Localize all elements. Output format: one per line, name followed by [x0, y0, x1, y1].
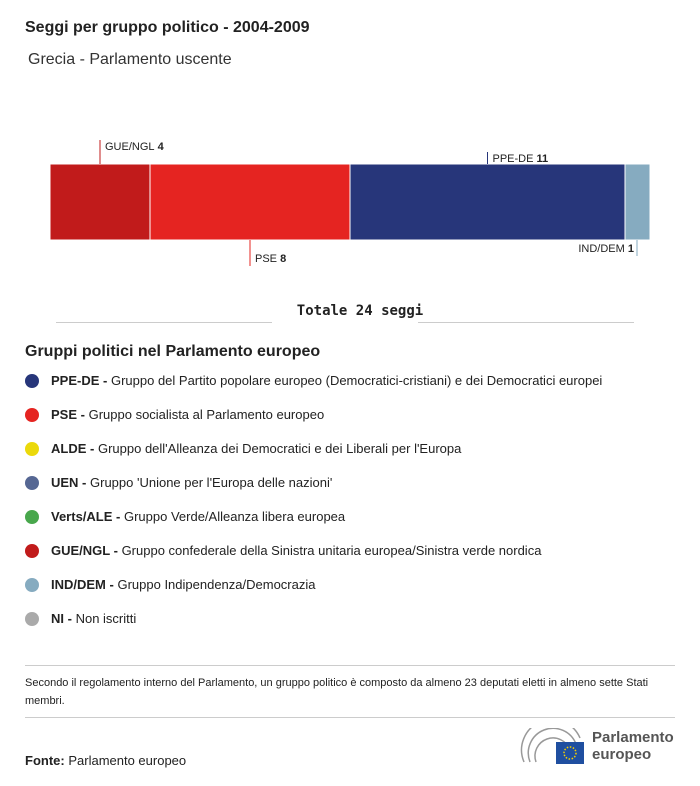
legend-item: PSE - Gruppo socialista al Parlamento eu… [25, 407, 324, 422]
bar-ind-dem [624, 163, 651, 241]
legend-item: IND/DEM - Gruppo Indipendenza/Democrazia [25, 577, 315, 592]
legend-dot-icon [25, 543, 39, 558]
source-label: Fonte: [25, 753, 65, 768]
bar-value: 11 [533, 153, 548, 165]
bar-pse [149, 163, 351, 241]
source: Fonte: Parlamento europeo [25, 753, 186, 768]
stacked-bar-chart: GUE/NGL 4 PSE 8 PPE-DE 11 IND/DEM 1 [49, 140, 651, 266]
bar-category: PSE [255, 253, 277, 265]
bar-label: GUE/NGL 4 [105, 141, 165, 153]
legend-desc: Gruppo dell'Alleanza dei Democratici e d… [97, 441, 462, 456]
bar-category: IND/DEM [578, 243, 624, 255]
bar-category: GUE/NGL [105, 141, 155, 153]
legend-dot-icon [25, 611, 39, 626]
bar-label: IND/DEM 1 [578, 243, 634, 255]
legend-title: Gruppi politici nel Parlamento europeo [25, 343, 321, 360]
legend-item: GUE/NGL - Gruppo confederale della Sinis… [25, 543, 541, 558]
legend-dot-icon [25, 577, 39, 592]
legend-abbr: UEN - [51, 475, 87, 490]
legend-desc: Non iscritti [75, 611, 137, 626]
legend-dot-icon [25, 441, 39, 456]
source-value: Parlamento europeo [68, 753, 187, 768]
bar-label: PSE 8 [255, 253, 286, 265]
legend-abbr: IND/DEM - [51, 577, 114, 592]
chart-title: Seggi per gruppo politico - 2004-2009 [25, 19, 310, 36]
legend-item: UEN - Gruppo 'Unione per l'Europa delle … [25, 475, 332, 490]
legend-dot-icon [25, 407, 39, 422]
legend-item: NI - Non iscritti [25, 611, 136, 626]
logo-line2: europeo [592, 746, 652, 763]
total-seats: Totale 24 seggi [296, 303, 424, 319]
legend-abbr: PSE - [51, 407, 85, 422]
footnote: Secondo il regolamento interno del Parla… [25, 677, 649, 707]
chart-subtitle: Grecia - Parlamento uscente [28, 51, 232, 68]
hemicycle-flag-icon [520, 728, 584, 764]
legend-desc: Gruppo Indipendenza/Democrazia [117, 577, 316, 592]
divider [56, 322, 272, 323]
legend-desc: Gruppo socialista al Parlamento europeo [88, 407, 325, 422]
legend-abbr: ALDE - [51, 441, 95, 456]
bar-value: 4 [155, 141, 165, 153]
bar-label: PPE-DE 11 [493, 153, 549, 165]
logo-line1: Parlamento [592, 729, 674, 746]
legend-abbr: Verts/ALE - [51, 509, 121, 524]
divider [25, 665, 675, 666]
bar-ppe-de [349, 163, 626, 241]
legend-desc: Gruppo confederale della Sinistra unitar… [121, 543, 542, 558]
legend-desc: Gruppo del Partito popolare europeo (Dem… [110, 373, 603, 388]
bar-value: 8 [277, 253, 286, 265]
bar-category: PPE-DE [493, 153, 534, 165]
legend-desc: Gruppo Verde/Alleanza libera europea [123, 509, 346, 524]
legend-item: Verts/ALE - Gruppo Verde/Alleanza libera… [25, 509, 345, 524]
divider [25, 717, 675, 718]
bar-value: 1 [625, 243, 634, 255]
legend-dot-icon [25, 475, 39, 490]
legend-abbr: NI - [51, 611, 72, 626]
legend-abbr: GUE/NGL - [51, 543, 118, 558]
ep-logo: Parlamento europeo [520, 728, 674, 764]
bar-gue-ngl [49, 163, 151, 241]
legend-dot-icon [25, 509, 39, 524]
divider [418, 322, 634, 323]
legend-desc: Gruppo 'Unione per l'Europa delle nazion… [90, 475, 333, 490]
legend-item: ALDE - Gruppo dell'Alleanza dei Democrat… [25, 441, 461, 456]
legend-abbr: PPE-DE - [51, 373, 108, 388]
legend-item: PPE-DE - Gruppo del Partito popolare eur… [25, 373, 602, 388]
legend-dot-icon [25, 373, 39, 388]
